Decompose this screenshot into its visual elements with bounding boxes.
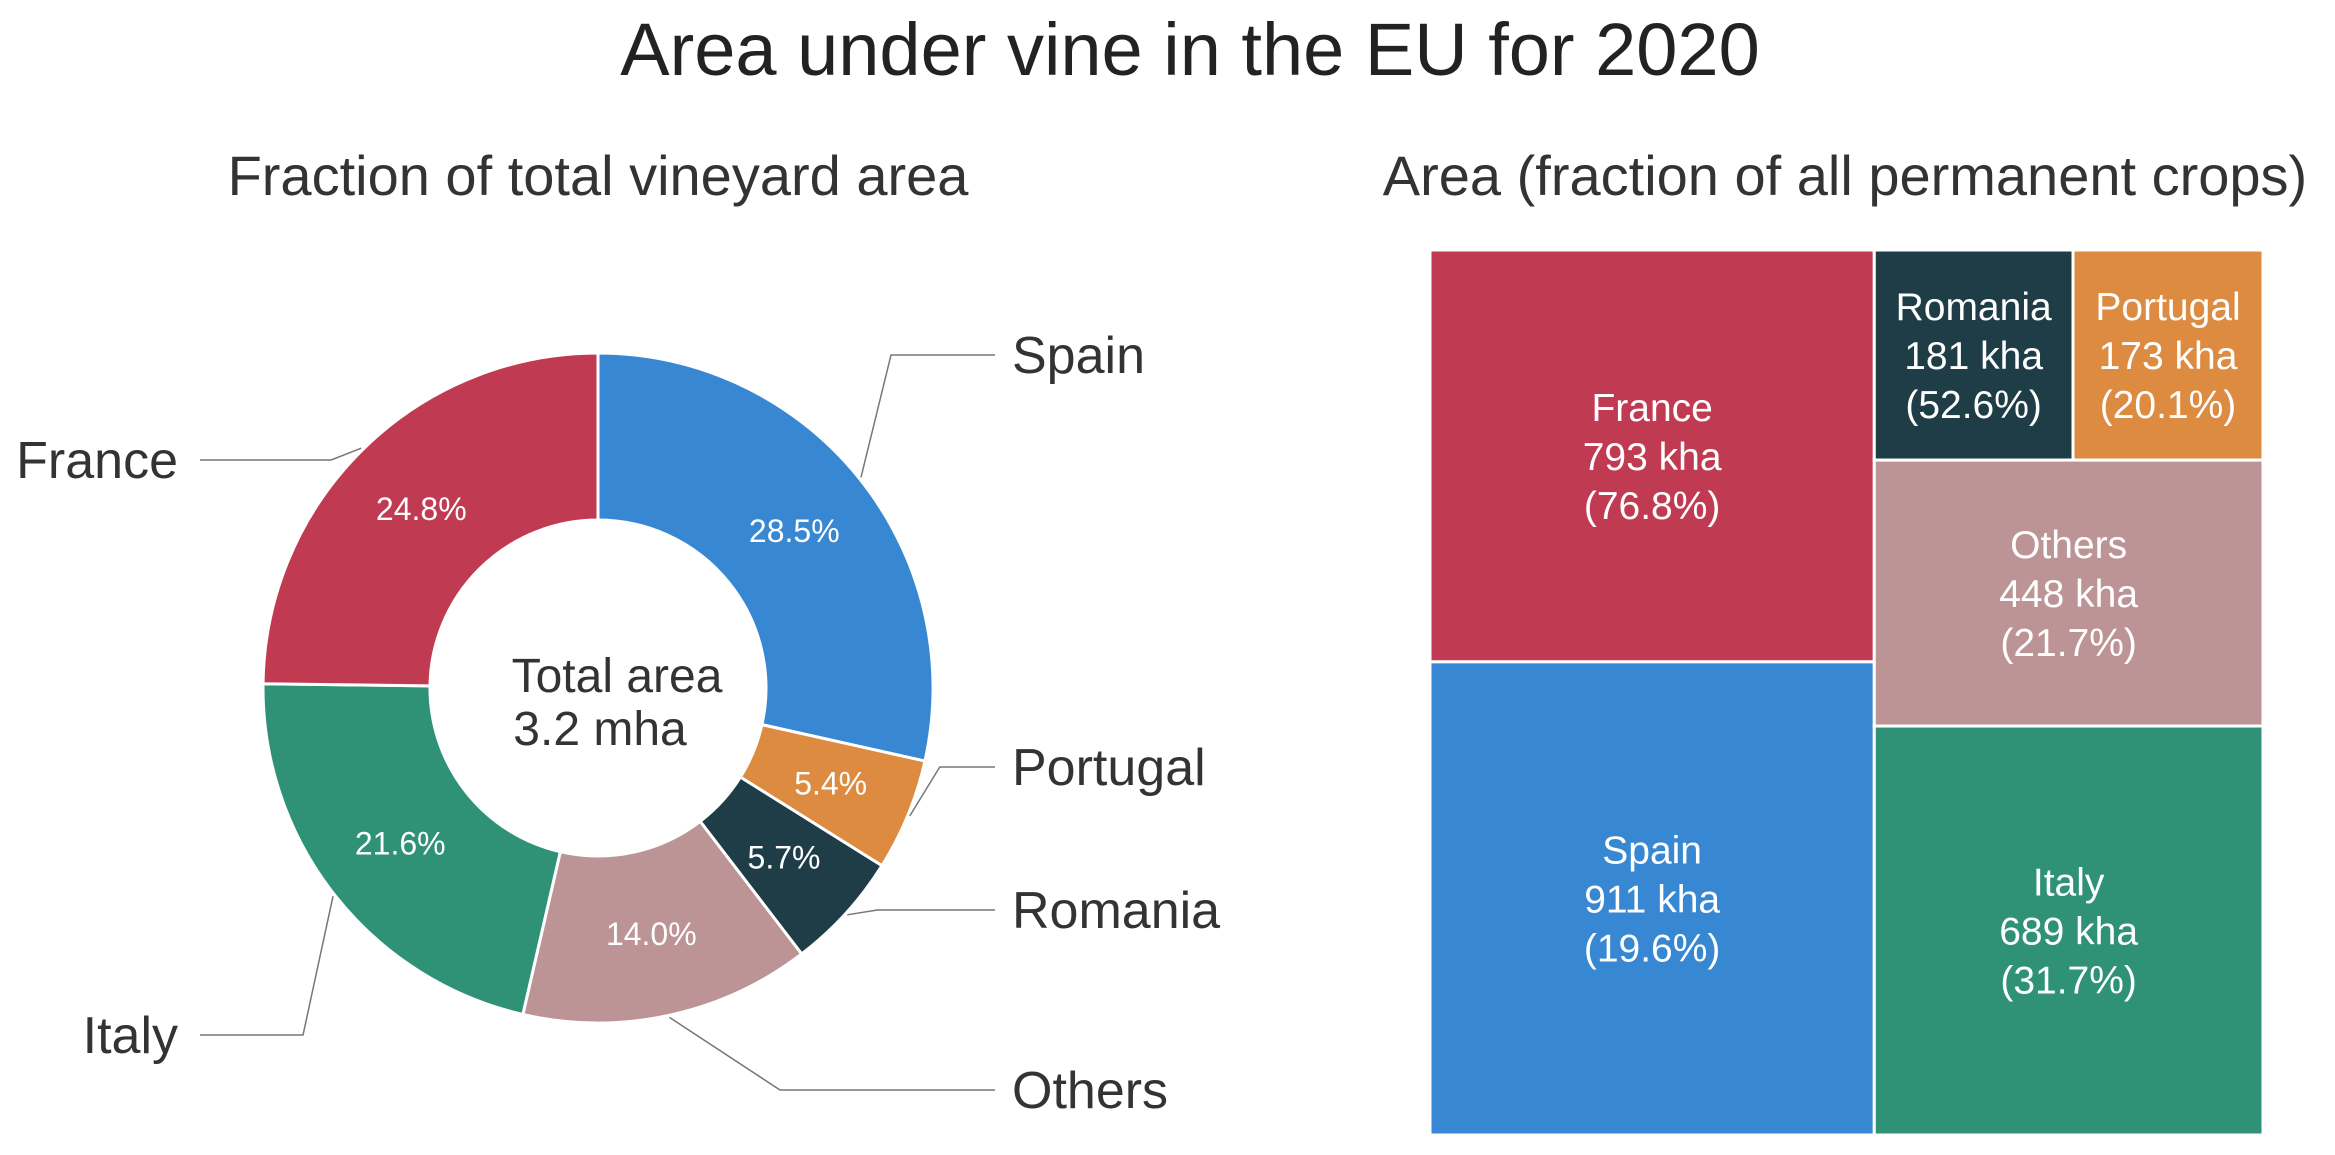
donut-leader-line-romania [847,909,995,916]
treemap-label-value-romania: 181 kha [1904,335,2043,378]
treemap-label-name-portugal: Portugal [2095,286,2240,329]
donut-leader-line-italy [200,896,334,1036]
treemap-rect-spain [1428,660,1876,1137]
treemap-cells: France 793 kha (76.8%) Spain 911 kha (19.6%) R… [1428,248,2265,1137]
treemap-cell-italy: Italy 689 kha (31.7%) [1872,724,2265,1137]
treemap-label-value-spain: 911 kha [1584,878,1720,921]
donut-category-label-spain: Spain [1012,327,1145,385]
donut-leader-lines [200,354,995,1091]
treemap-label-value-others: 448 kha [1999,573,2138,616]
donut-percent-label-romania: 5.7% [748,839,821,875]
figure-title: Area under vine in the EU for 2020 [620,8,1759,91]
donut-category-label-italy: Italy [83,1007,178,1065]
treemap-label-fraction-others: (21.7%) [2000,622,2137,665]
donut-leader-line-others [669,1016,995,1091]
donut-slice-spain [596,351,935,763]
treemap-rect-romania [1872,248,2075,462]
donut-percent-labels: 28.5% 5.4% 5.7% 14.0% 21.6% 24.8% [355,491,867,952]
treemap-cell-spain: Spain 911 kha (19.6%) [1428,660,1876,1137]
donut-slice-france [261,351,600,688]
donut-center-label-line-2: 3.2 mha [513,703,687,756]
treemap-chart: Area (fraction of all permanent crops) F… [1383,144,2307,1137]
donut-category-labels: Spain Portugal Romania Others Italy France [16,327,1220,1120]
donut-category-label-others: Others [1012,1062,1168,1120]
donut-chart: Fraction of total vineyard area 28.5% 5.4… [16,144,1220,1120]
donut-center-label-line-1: Total area [512,650,723,703]
treemap-label-value-france: 793 kha [1583,436,1722,479]
donut-slice-others [521,819,804,1025]
treemap-rect-others [1872,458,2265,728]
donut-slices [261,351,935,1025]
treemap-label-fraction-portugal: (20.1%) [2100,384,2237,427]
treemap-label-name-spain: Spain [1602,829,1702,872]
treemap-label-fraction-spain: (19.6%) [1584,927,1721,970]
treemap-label-fraction-france: (76.8%) [1584,485,1721,528]
donut-leader-line-france [200,447,362,461]
treemap-cell-france: France 793 kha (76.8%) [1428,248,1876,664]
treemap-label-name-romania: Romania [1896,286,2052,329]
donut-chart-title: Fraction of total vineyard area [228,144,970,207]
treemap-cell-portugal: Portugal 173 kha (20.1%) [2071,248,2265,462]
treemap-label-fraction-italy: (31.7%) [2000,960,2137,1003]
treemap-rect-portugal [2071,248,2265,462]
donut-percent-label-portugal: 5.4% [794,766,867,802]
treemap-chart-title: Area (fraction of all permanent crops) [1383,144,2307,207]
treemap-label-value-portugal: 173 kha [2099,335,2238,378]
donut-slice-italy [261,682,563,1017]
donut-category-label-france: France [16,432,178,490]
donut-leader-line-portugal [909,766,995,817]
treemap-label-name-italy: Italy [2033,862,2105,905]
treemap-rect-france [1428,248,1876,664]
treemap-label-fraction-romania: (52.6%) [1905,384,2042,427]
donut-percent-label-spain: 28.5% [749,513,840,549]
donut-percent-label-others: 14.0% [606,916,697,952]
treemap-cell-romania: Romania 181 kha (52.6%) [1872,248,2075,462]
donut-category-label-portugal: Portugal [1012,739,1206,797]
treemap-cell-others: Others 448 kha (21.7%) [1872,458,2265,728]
treemap-label-name-others: Others [2010,524,2127,567]
treemap-rect-italy [1872,724,2265,1137]
treemap-label-name-france: France [1591,387,1712,430]
donut-leader-line-spain [860,354,995,478]
treemap-label-value-italy: 689 kha [1999,911,2138,954]
donut-percent-label-italy: 21.6% [355,825,446,861]
donut-percent-label-france: 24.8% [376,491,467,527]
donut-category-label-romania: Romania [1012,882,1220,940]
